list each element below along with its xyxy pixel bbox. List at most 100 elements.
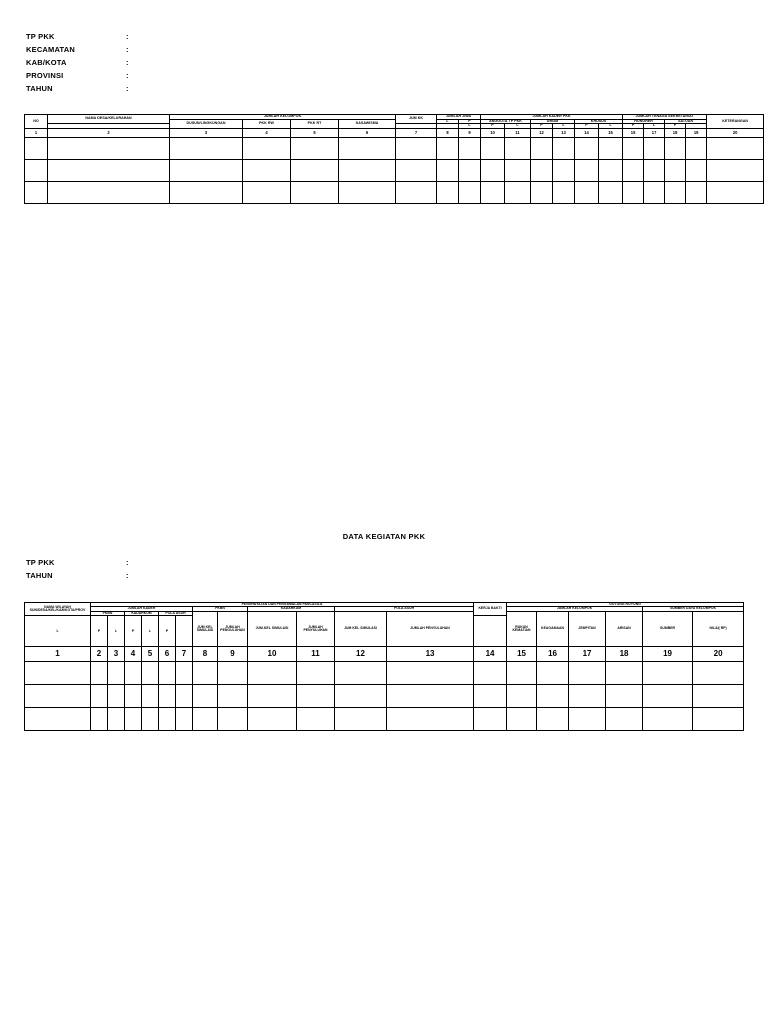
cell[interactable]: [536, 684, 570, 709]
table-row[interactable]: [24, 684, 745, 709]
cell[interactable]: [47, 158, 170, 182]
cell[interactable]: [158, 684, 176, 709]
cell[interactable]: [530, 136, 553, 160]
table-row[interactable]: [24, 136, 765, 160]
cell[interactable]: [568, 684, 607, 709]
cell[interactable]: [458, 180, 481, 204]
cell[interactable]: [568, 661, 607, 686]
cell[interactable]: [395, 180, 437, 204]
cell[interactable]: [597, 136, 624, 160]
data-kegiatan-pkk-table[interactable]: NAMA WILAYAH SUN/DESA/KEL/KAB/KOTA/PROV …: [24, 601, 745, 732]
cell[interactable]: [480, 136, 505, 160]
cell[interactable]: [296, 707, 335, 732]
cell[interactable]: [622, 158, 645, 182]
cell[interactable]: [192, 661, 218, 686]
cell[interactable]: [169, 158, 243, 182]
cell[interactable]: [47, 180, 170, 204]
cell[interactable]: [247, 661, 297, 686]
cell[interactable]: [436, 180, 459, 204]
cell[interactable]: [124, 707, 142, 732]
cell[interactable]: [290, 180, 339, 204]
cell[interactable]: [642, 707, 694, 732]
cell[interactable]: [338, 158, 396, 182]
cell[interactable]: [706, 136, 765, 160]
cell[interactable]: [334, 707, 387, 732]
cell[interactable]: [192, 707, 218, 732]
cell[interactable]: [574, 158, 599, 182]
cell[interactable]: [552, 158, 575, 182]
cell[interactable]: [242, 158, 291, 182]
cell[interactable]: [643, 158, 666, 182]
cell[interactable]: [24, 136, 48, 160]
cell[interactable]: [643, 180, 666, 204]
cell[interactable]: [24, 180, 48, 204]
cell[interactable]: [436, 136, 459, 160]
cell[interactable]: [685, 136, 708, 160]
cell[interactable]: [605, 661, 644, 686]
cell[interactable]: [622, 136, 645, 160]
table-row[interactable]: [24, 180, 765, 204]
cell[interactable]: [597, 158, 624, 182]
data-umum-table[interactable]: NO NAMA DESA/KELURAHAN JUMLAH KELOMPOK J…: [24, 113, 765, 204]
cell[interactable]: [338, 136, 396, 160]
cell[interactable]: [664, 158, 687, 182]
cell[interactable]: [504, 136, 531, 160]
cell[interactable]: [664, 136, 687, 160]
cell[interactable]: [290, 136, 339, 160]
cell[interactable]: [706, 158, 765, 182]
cell[interactable]: [47, 136, 170, 160]
cell[interactable]: [685, 158, 708, 182]
cell[interactable]: [90, 684, 108, 709]
cell[interactable]: [107, 661, 125, 686]
cell[interactable]: [296, 661, 335, 686]
cell[interactable]: [574, 136, 599, 160]
cell[interactable]: [480, 180, 505, 204]
table-row[interactable]: [24, 707, 745, 732]
cell[interactable]: [296, 684, 335, 709]
cell[interactable]: [158, 707, 176, 732]
cell[interactable]: [506, 684, 538, 709]
cell[interactable]: [192, 684, 218, 709]
cell[interactable]: [504, 158, 531, 182]
cell[interactable]: [107, 684, 125, 709]
cell[interactable]: [385, 661, 475, 686]
cell[interactable]: [175, 684, 193, 709]
cell[interactable]: [141, 661, 159, 686]
cell[interactable]: [24, 684, 91, 709]
cell[interactable]: [530, 180, 553, 204]
cell[interactable]: [685, 180, 708, 204]
cell[interactable]: [169, 136, 243, 160]
cell[interactable]: [642, 684, 694, 709]
cell[interactable]: [664, 180, 687, 204]
cell[interactable]: [90, 661, 108, 686]
cell[interactable]: [458, 136, 481, 160]
cell[interactable]: [107, 707, 125, 732]
cell[interactable]: [706, 180, 765, 204]
cell[interactable]: [169, 180, 243, 204]
cell[interactable]: [175, 707, 193, 732]
cell[interactable]: [24, 661, 91, 686]
cell[interactable]: [622, 180, 645, 204]
cell[interactable]: [504, 180, 531, 204]
cell[interactable]: [385, 707, 475, 732]
table-row[interactable]: [24, 661, 745, 686]
cell[interactable]: [24, 707, 91, 732]
cell[interactable]: [605, 707, 644, 732]
cell[interactable]: [158, 661, 176, 686]
cell[interactable]: [692, 707, 745, 732]
cell[interactable]: [692, 661, 745, 686]
cell[interactable]: [395, 136, 437, 160]
cell[interactable]: [141, 684, 159, 709]
cell[interactable]: [568, 707, 607, 732]
cell[interactable]: [458, 158, 481, 182]
cell[interactable]: [24, 158, 48, 182]
cell[interactable]: [141, 707, 159, 732]
cell[interactable]: [506, 707, 538, 732]
cell[interactable]: [90, 707, 108, 732]
cell[interactable]: [642, 661, 694, 686]
cell[interactable]: [124, 684, 142, 709]
cell[interactable]: [395, 158, 437, 182]
cell[interactable]: [597, 180, 624, 204]
cell[interactable]: [175, 661, 193, 686]
cell[interactable]: [473, 707, 508, 732]
